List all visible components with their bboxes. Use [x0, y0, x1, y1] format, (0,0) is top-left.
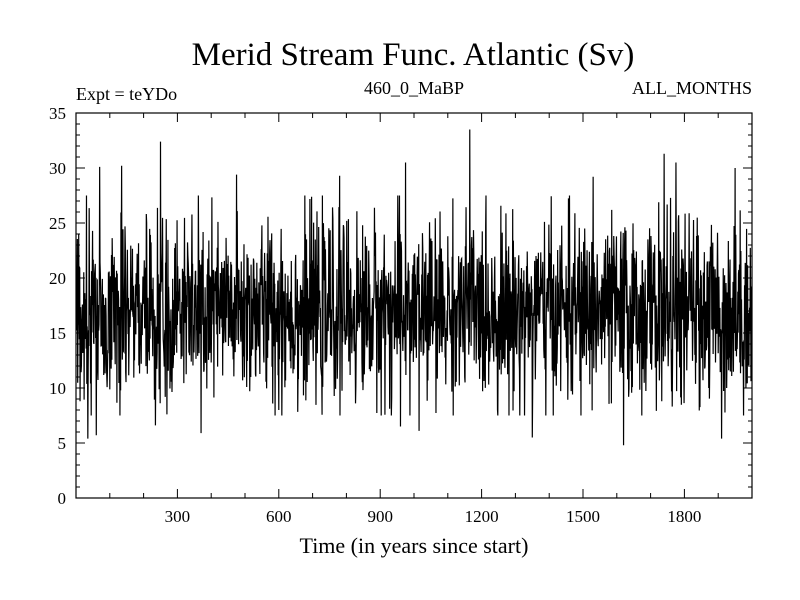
experiment-label: Expt = teYDo — [76, 84, 177, 104]
y-tick-label: 25 — [49, 214, 66, 233]
months-label: ALL_MONTHS — [632, 78, 752, 98]
plot-area — [76, 129, 752, 446]
y-tick-label: 15 — [49, 324, 66, 343]
x-tick-label: 1800 — [667, 507, 701, 526]
x-tick-label: 1500 — [566, 507, 600, 526]
y-tick-label: 5 — [58, 434, 67, 453]
y-tick-label: 35 — [49, 104, 66, 123]
y-tick-label: 30 — [49, 159, 66, 178]
chart-title: Merid Stream Func. Atlantic (Sv) — [192, 37, 635, 73]
series-line — [76, 129, 752, 446]
y-axis: 0 5 10 15 20 25 30 35 — [49, 104, 752, 508]
x-tick-label: 1200 — [465, 507, 499, 526]
y-tick-label: 20 — [49, 269, 66, 288]
y-tick-label: 0 — [58, 489, 67, 508]
y-tick-label: 10 — [49, 379, 66, 398]
x-axis-label: Time (in years since start) — [300, 533, 529, 558]
period-label: 460_0_MaBP — [364, 78, 464, 98]
x-tick-label: 900 — [367, 507, 393, 526]
x-tick-label: 600 — [266, 507, 292, 526]
x-tick-label: 300 — [165, 507, 191, 526]
x-axis: 300 600 900 1200 1500 1800 — [109, 113, 719, 526]
